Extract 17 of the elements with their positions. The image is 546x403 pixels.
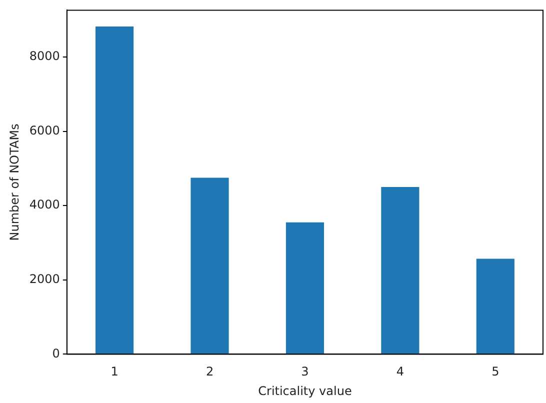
y-tick-label: 4000 <box>29 198 60 212</box>
y-tick-label: 6000 <box>29 123 60 138</box>
y-tick-label: 2000 <box>29 272 60 286</box>
bar <box>286 222 324 354</box>
x-tick-label: 3 <box>301 364 309 379</box>
y-tick-label: 8000 <box>29 49 60 64</box>
x-tick-label: 5 <box>492 364 500 379</box>
bar <box>381 187 420 354</box>
bar <box>190 178 229 354</box>
bar <box>476 258 514 354</box>
bar <box>96 26 134 354</box>
x-axis-title: Criticality value <box>258 384 352 398</box>
y-axis-title: Number of NOTAMs <box>7 124 22 241</box>
y-tick-label: 0 <box>52 346 60 360</box>
x-tick-label: 1 <box>110 364 118 379</box>
x-tick-label: 4 <box>396 364 404 379</box>
x-tick-label: 2 <box>206 364 214 379</box>
